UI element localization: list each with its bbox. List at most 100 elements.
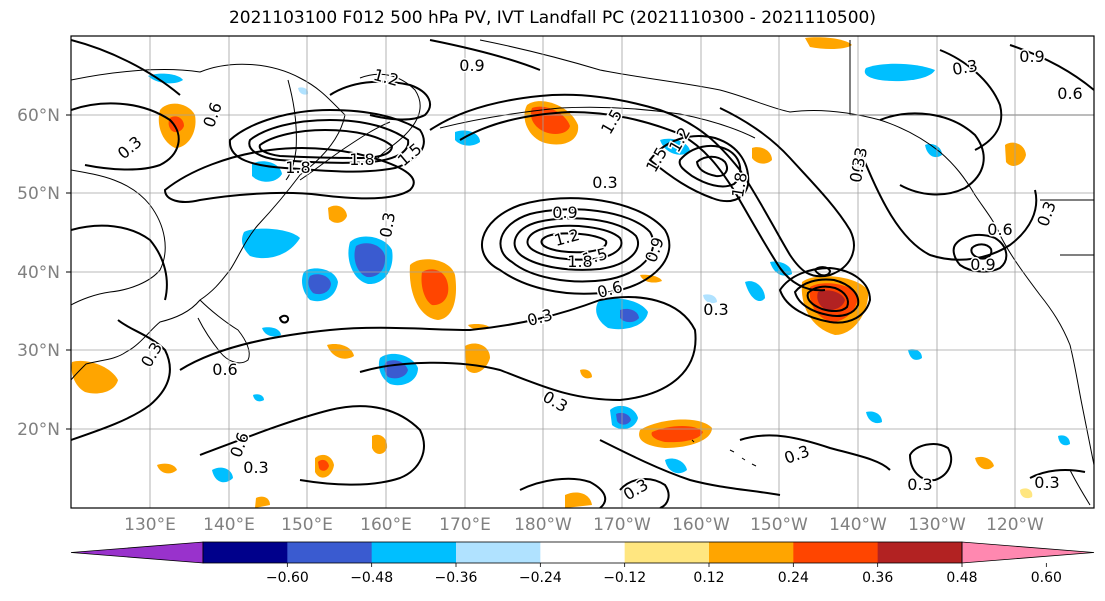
pv-contour	[879, 112, 985, 196]
negative-anomaly-shade	[354, 243, 386, 278]
lon-label: 170°W	[593, 515, 651, 535]
positive-anomaly-shade	[327, 344, 354, 359]
pv-contour	[648, 135, 750, 203]
positive-anomaly-shade	[975, 456, 994, 470]
pv-contour	[619, 478, 670, 508]
negative-anomaly-shade	[262, 327, 281, 337]
positive-anomaly-shade	[805, 37, 852, 50]
negative-anomaly-shade	[620, 308, 639, 323]
colorbar-segment	[709, 542, 794, 563]
lon-label: 140°E	[203, 515, 255, 535]
negative-anomaly-shade	[455, 130, 480, 146]
positive-anomaly-shade	[168, 116, 184, 133]
colorbar: −0.60 −0.48 −0.36 −0.24 −0.12 0.12 0.24 0.36 0.4…	[70, 541, 1095, 586]
pv-contour	[793, 278, 860, 317]
pv-contour	[970, 243, 993, 260]
north-america-coast	[999, 234, 1094, 466]
coastlines	[71, 39, 1094, 506]
positive-anomaly-shade	[421, 269, 449, 306]
negative-anomaly-shade	[1058, 435, 1070, 446]
pv-contour	[258, 128, 394, 160]
positive-anomaly-shade	[752, 147, 772, 164]
pv-contour	[329, 80, 431, 121]
axis-ticks	[66, 114, 71, 430]
lat-label: 30°N	[17, 341, 60, 361]
lon-label: 150°W	[750, 515, 808, 535]
colorbar-segment	[877, 542, 963, 563]
pv-contour	[163, 147, 415, 203]
contour-label: 0.3	[848, 146, 871, 174]
pv-contour	[695, 155, 728, 178]
contour-label: 0.3	[1034, 473, 1059, 492]
pv-contour	[599, 439, 781, 496]
contour-label: 0.6	[1057, 84, 1082, 103]
negative-anomaly-shade	[665, 458, 687, 474]
alaska-coast	[479, 39, 1001, 236]
lon-label: 160°W	[672, 515, 730, 535]
positive-anomaly-shade	[328, 205, 347, 223]
contour-label: 1.8	[349, 150, 374, 169]
japan-coast	[197, 299, 250, 364]
positive-anomaly-shade	[1005, 142, 1026, 166]
map-title: 2021103100 F012 500 hPa PV, IVT Landfall…	[228, 8, 876, 28]
colorbar-tick-label: −0.36	[435, 570, 478, 586]
pv-contour	[778, 266, 872, 324]
contour-label: 0.3	[846, 156, 869, 184]
negative-anomaly-shade	[242, 228, 300, 259]
colorbar-segment	[540, 542, 626, 563]
negative-anomaly-shade	[864, 63, 935, 82]
negative-anomaly-shade	[212, 467, 233, 483]
contour-label: 0.3	[907, 475, 932, 494]
pv-contour	[429, 39, 541, 71]
positive-anomaly-shade	[157, 463, 177, 474]
pv-contour	[526, 224, 623, 261]
sakhalin-coast	[285, 79, 297, 181]
contour-label: 0.3	[703, 300, 728, 319]
aleutian-islands	[439, 106, 756, 139]
positive-anomaly-shade	[651, 425, 703, 443]
pv-contour	[199, 405, 425, 486]
pv-contour	[429, 93, 855, 278]
colorbar-tick-label: −0.12	[603, 570, 646, 586]
contour-label: 0.9	[1019, 47, 1044, 66]
colorbar-segment	[456, 542, 541, 563]
pv-contour	[248, 118, 410, 164]
negative-anomaly-shade	[148, 73, 183, 84]
pv-contour	[806, 285, 849, 313]
lat-label: 60°N	[17, 106, 60, 126]
negative-anomaly-shade	[703, 294, 717, 304]
colorbar-segment	[624, 542, 710, 563]
pv-contour	[813, 266, 832, 277]
lat-label: 40°N	[17, 263, 60, 283]
pv-contour	[179, 296, 697, 402]
lon-label: 130°E	[124, 515, 176, 535]
pv-contour	[71, 102, 180, 171]
positive-anomaly-shade	[318, 459, 329, 471]
colorbar-tick-label: 0.36	[862, 570, 893, 586]
negative-anomaly-shade	[745, 281, 765, 302]
positive-anomaly-shade	[530, 106, 570, 134]
lon-labels: 130°E 140°E 150°E 160°E 170°E 180°W 170°…	[124, 515, 1044, 535]
positive-anomaly-shade	[1020, 488, 1033, 499]
pv-contours	[71, 39, 1094, 508]
negative-anomaly-shade	[908, 349, 922, 360]
negative-anomaly-shade	[253, 394, 264, 402]
contour-label: 0.3	[592, 173, 617, 192]
lon-label: 130°W	[908, 515, 966, 535]
pv-contour	[908, 443, 953, 482]
colorbar-segment	[793, 542, 879, 563]
contour-label-group: 0.91.21.50.30.61.8 1.8 1.50.30.60.91.21.51…	[112, 46, 1084, 506]
colorbar-extend-low	[70, 541, 204, 564]
kamchatka-coast	[359, 73, 421, 159]
pv-contour	[228, 108, 425, 173]
colorbar-tick-label: 0.24	[778, 570, 809, 586]
colorbar-tick-label: 0.60	[1031, 570, 1062, 586]
negative-anomaly-shade	[925, 144, 942, 158]
lon-label: 150°E	[281, 515, 333, 535]
contour-label: 0.6	[987, 220, 1012, 239]
contour-label: 0.9	[459, 56, 484, 75]
negative-anomaly-shade	[660, 138, 690, 155]
pv-contour	[481, 197, 671, 295]
colorbar-segment	[203, 542, 288, 563]
